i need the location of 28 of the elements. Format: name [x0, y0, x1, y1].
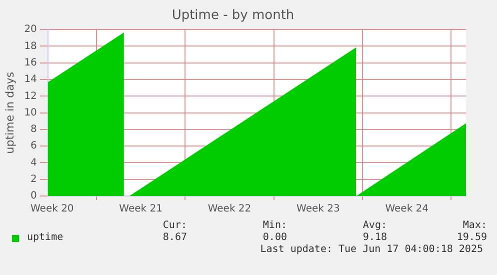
text: Min:	[262, 220, 287, 232]
x-tick-label: Week 24	[385, 204, 429, 215]
y-tick-label: 12	[24, 90, 37, 102]
y-tick-label: 10	[24, 107, 37, 118]
x-tick-label: Week 20	[30, 204, 74, 215]
y-tick-label: 18	[24, 40, 37, 52]
x-tick-label: Week 22	[208, 204, 252, 215]
legend-label: uptime	[27, 232, 64, 244]
y-tick-label: 8	[30, 124, 37, 136]
y-tick-label: 6	[30, 140, 37, 152]
y-tick-label: 16	[24, 57, 37, 68]
text: 19.59	[456, 232, 487, 244]
y-tick-label: 0	[30, 190, 37, 202]
x-tick-label: Week 23	[296, 204, 340, 215]
y-tick-label: 2	[30, 174, 37, 185]
text: 0.00	[262, 232, 287, 244]
text: 8.67	[162, 232, 187, 244]
text: Cur:	[162, 220, 187, 232]
text: Avg:	[362, 220, 387, 232]
x-tick-label: Week 21	[119, 204, 162, 215]
text: Max:	[462, 220, 487, 232]
text: Last update: Tue Jun 17 04:00:18 2025	[259, 244, 483, 256]
y-axis-title: uptime in days	[3, 72, 16, 154]
text: 9.18	[362, 232, 387, 244]
y-tick-label: 14	[24, 74, 37, 86]
chart-title: Uptime - by month	[172, 8, 294, 24]
y-tick-label: 20	[24, 24, 37, 36]
y-tick-label: 4	[30, 157, 37, 168]
